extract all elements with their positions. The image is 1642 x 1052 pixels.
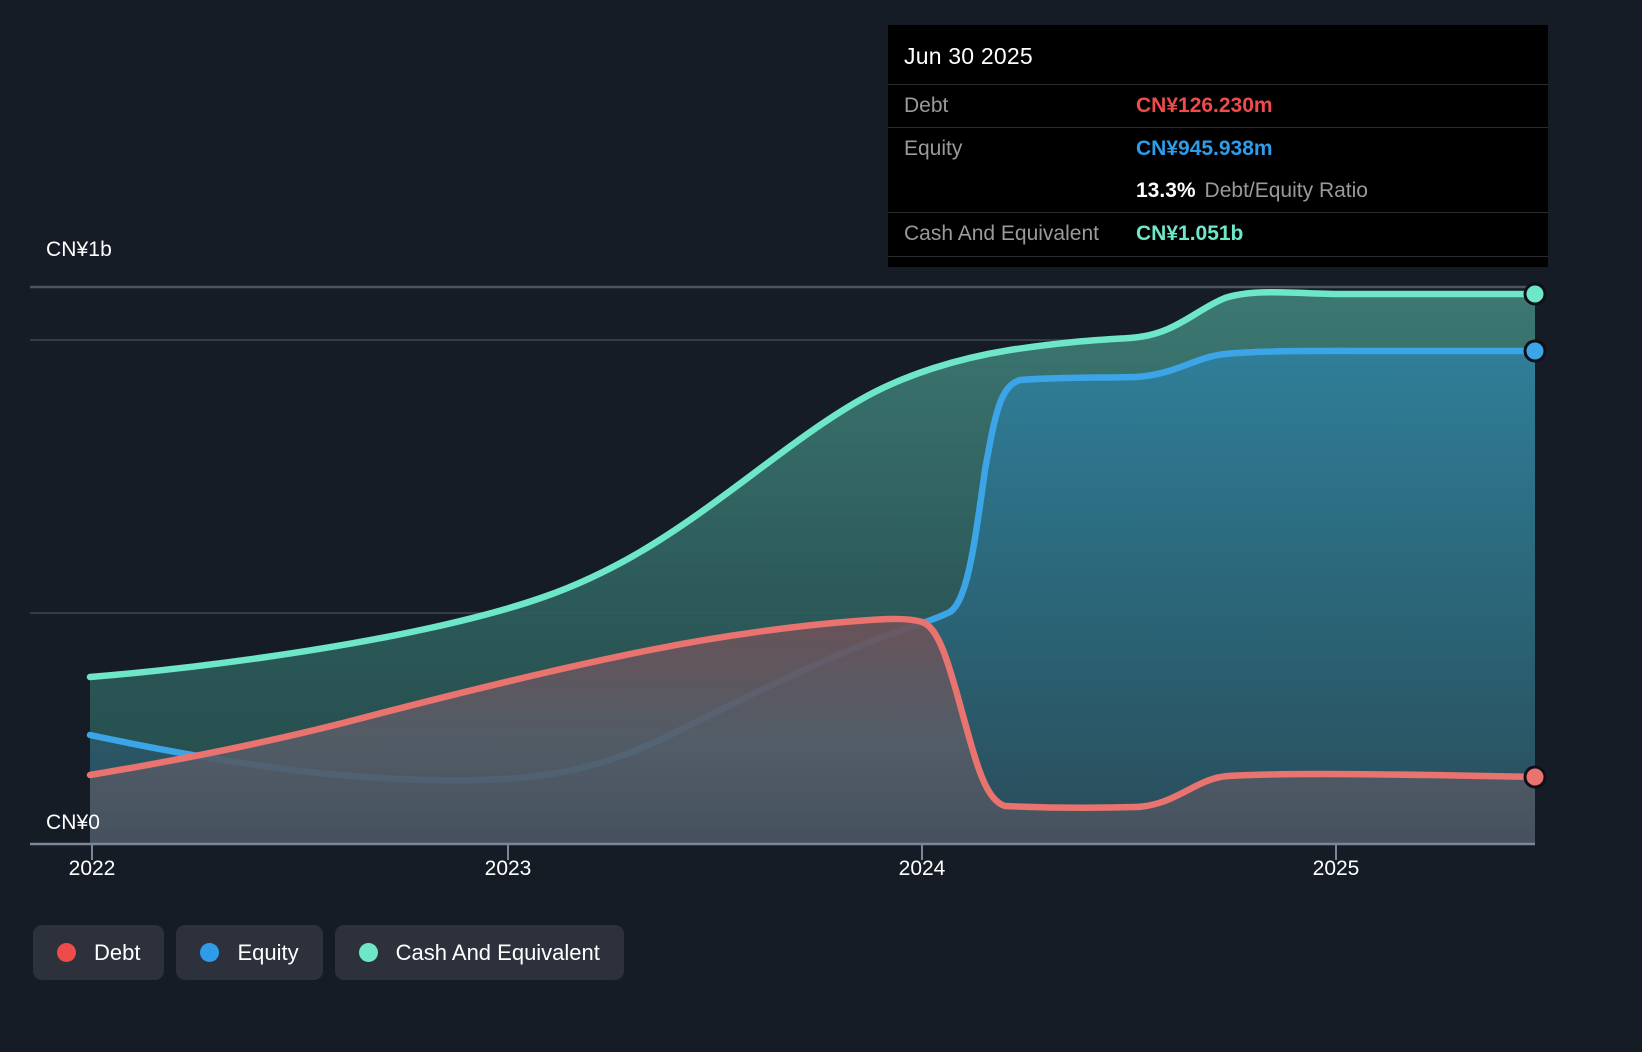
debt-area [90, 618, 1535, 843]
legend-dot-equity-icon [200, 943, 220, 962]
tooltip-debt-label: Debt [904, 94, 949, 117]
y-axis-max-label: CN¥1b [46, 238, 112, 261]
tooltip-equity-value: CN¥945.938m [1136, 137, 1273, 161]
legend-item-equity[interactable]: Equity [176, 925, 323, 980]
x-axis-tick-2025: 2025 [1312, 857, 1360, 880]
legend-item-cash[interactable]: Cash And Equivalent [334, 925, 624, 980]
legend-label-equity: Equity [237, 939, 299, 965]
tooltip-row-ratio: 13.3% Debt/Equity Ratio [888, 170, 1548, 212]
tooltip-equity-label: Equity [904, 137, 963, 161]
tooltip-cash-label: Cash And Equivalent [904, 222, 1099, 246]
tooltip-row-equity: Equity CN¥945.938m [888, 127, 1548, 170]
equity-area [90, 350, 1535, 843]
equity-endpoint-marker [1523, 339, 1547, 363]
cash-endpoint-marker [1523, 282, 1547, 306]
x-axis-ticks [91, 844, 1337, 860]
tooltip-row-cash: Cash And Equivalent CN¥1.051b [888, 212, 1548, 257]
tooltip-row-debt: Debt CN¥126.230m [888, 84, 1548, 127]
debt-line [86, 615, 1539, 811]
x-axis-tick-2022: 2022 [68, 857, 116, 880]
data-tooltip: Jun 30 2025 Debt CN¥126.230m Equity CN¥9… [888, 25, 1548, 267]
chart-legend: Debt Equity Cash And Equivalent [33, 925, 624, 980]
legend-label-cash: Cash And Equivalent [395, 939, 600, 965]
tooltip-cash-value: CN¥1.051b [1136, 222, 1244, 246]
x-axis-tick-2023: 2023 [484, 857, 532, 880]
tooltip-debt-value: CN¥126.230m [1136, 94, 1273, 117]
y-axis-zero-label: CN¥0 [46, 811, 101, 834]
legend-dot-cash-icon [358, 943, 378, 962]
legend-label-debt: Debt [94, 939, 141, 965]
x-axis-tick-2024: 2024 [898, 857, 946, 880]
tooltip-date: Jun 30 2025 [904, 43, 1033, 69]
legend-dot-debt-icon [57, 943, 76, 962]
legend-item-debt[interactable]: Debt [33, 925, 165, 980]
debt-endpoint-marker [1523, 765, 1547, 789]
tooltip-ratio-label: Debt/Equity Ratio [1204, 179, 1368, 203]
cash-line [86, 288, 1539, 681]
tooltip-ratio-value: 13.3% [1136, 179, 1196, 203]
